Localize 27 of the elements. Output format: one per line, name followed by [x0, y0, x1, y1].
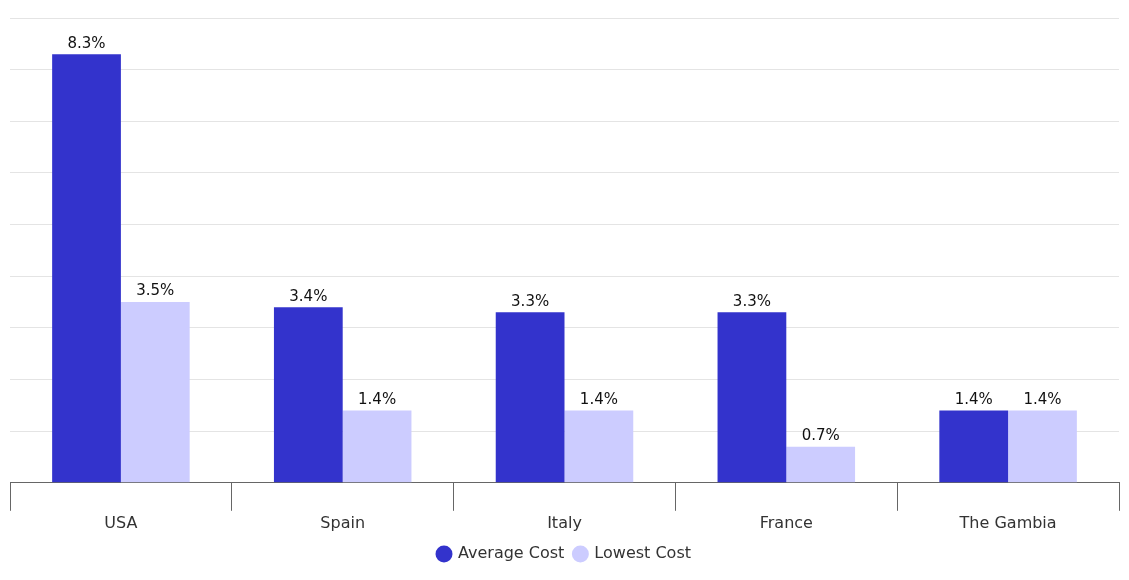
bar [939, 410, 1009, 483]
data-label: 1.4% [954, 389, 993, 408]
x-tick-label: Italy [547, 512, 582, 532]
data-label: 3.4% [289, 286, 328, 305]
bar [342, 410, 412, 483]
data-label: 3.3% [511, 291, 550, 310]
data-label: 0.7% [801, 426, 840, 445]
data-label: 8.3% [67, 33, 106, 52]
bar [1008, 410, 1077, 483]
data-label: 3.5% [136, 281, 175, 300]
legend-label: Lowest Cost [594, 543, 691, 563]
bar [495, 312, 565, 483]
bar [120, 302, 190, 483]
data-label: 1.4% [1023, 389, 1062, 408]
bar [52, 54, 121, 483]
data-label: 1.4% [579, 389, 618, 408]
x-tick-label: France [759, 512, 813, 532]
legend-label: Average Cost [458, 543, 565, 563]
x-tick-label: The Gambia [958, 512, 1057, 532]
bar [564, 410, 634, 483]
x-tick-label: Spain [320, 512, 366, 532]
data-label: 1.4% [358, 389, 397, 408]
x-tick-label: USA [104, 512, 138, 532]
bar [717, 312, 787, 483]
bar [273, 307, 343, 483]
bar [786, 446, 856, 483]
data-label: 3.3% [732, 291, 771, 310]
